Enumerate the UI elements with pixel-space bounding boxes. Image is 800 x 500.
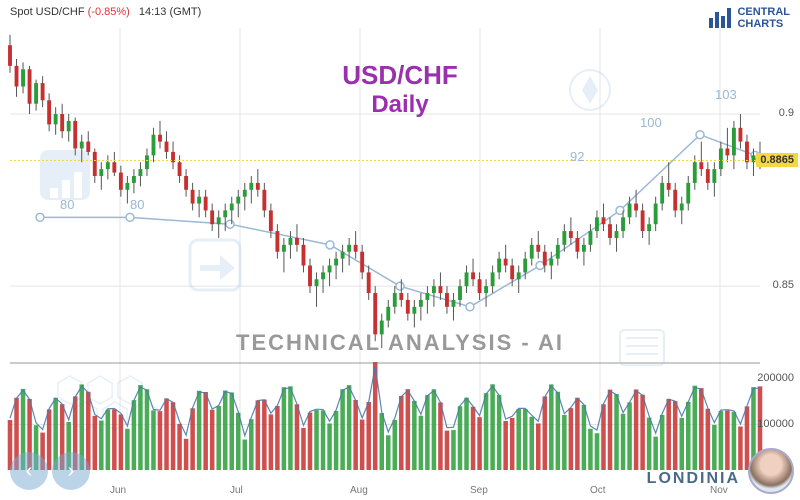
brand-label: LONDINIA: [647, 470, 740, 488]
assistant-avatar[interactable]: [748, 448, 794, 494]
pct-change: (-0.85%): [88, 6, 130, 18]
overlay-value: 92: [570, 149, 584, 164]
chart-header: Spot USD/CHF (-0.85%) 14:13 (GMT): [10, 6, 201, 18]
y-tick-label: 0.9: [779, 107, 794, 119]
x-tick-label: Sep: [470, 485, 488, 496]
chart-container: [0, 0, 800, 500]
x-tick-label: Jun: [110, 485, 126, 496]
vol-tick-label: 100000: [757, 418, 794, 430]
overlay-value: 100: [640, 115, 662, 130]
vol-tick-label: 200000: [757, 372, 794, 384]
logo-bars-icon: [709, 8, 731, 28]
prev-button[interactable]: ‹: [10, 452, 48, 490]
logo[interactable]: CENTRALCHARTS: [709, 6, 790, 30]
y-tick-label: 0.85: [773, 279, 794, 291]
instrument-name: Spot USD/CHF: [10, 6, 85, 18]
timestamp: 14:13 (GMT): [139, 6, 201, 18]
x-tick-label: Oct: [590, 485, 606, 496]
x-tick-label: Aug: [350, 485, 368, 496]
x-tick-label: Jul: [230, 485, 243, 496]
next-button[interactable]: ›: [52, 452, 90, 490]
overlay-value: 80: [60, 197, 74, 212]
current-price-tag: 0.8865: [756, 153, 798, 167]
overlay-value: 103: [715, 87, 737, 102]
overlay-value: 80: [130, 197, 144, 212]
nav-buttons: ‹ ›: [10, 452, 90, 490]
chart-svg: [0, 0, 800, 500]
logo-text: CENTRALCHARTS: [737, 6, 790, 30]
